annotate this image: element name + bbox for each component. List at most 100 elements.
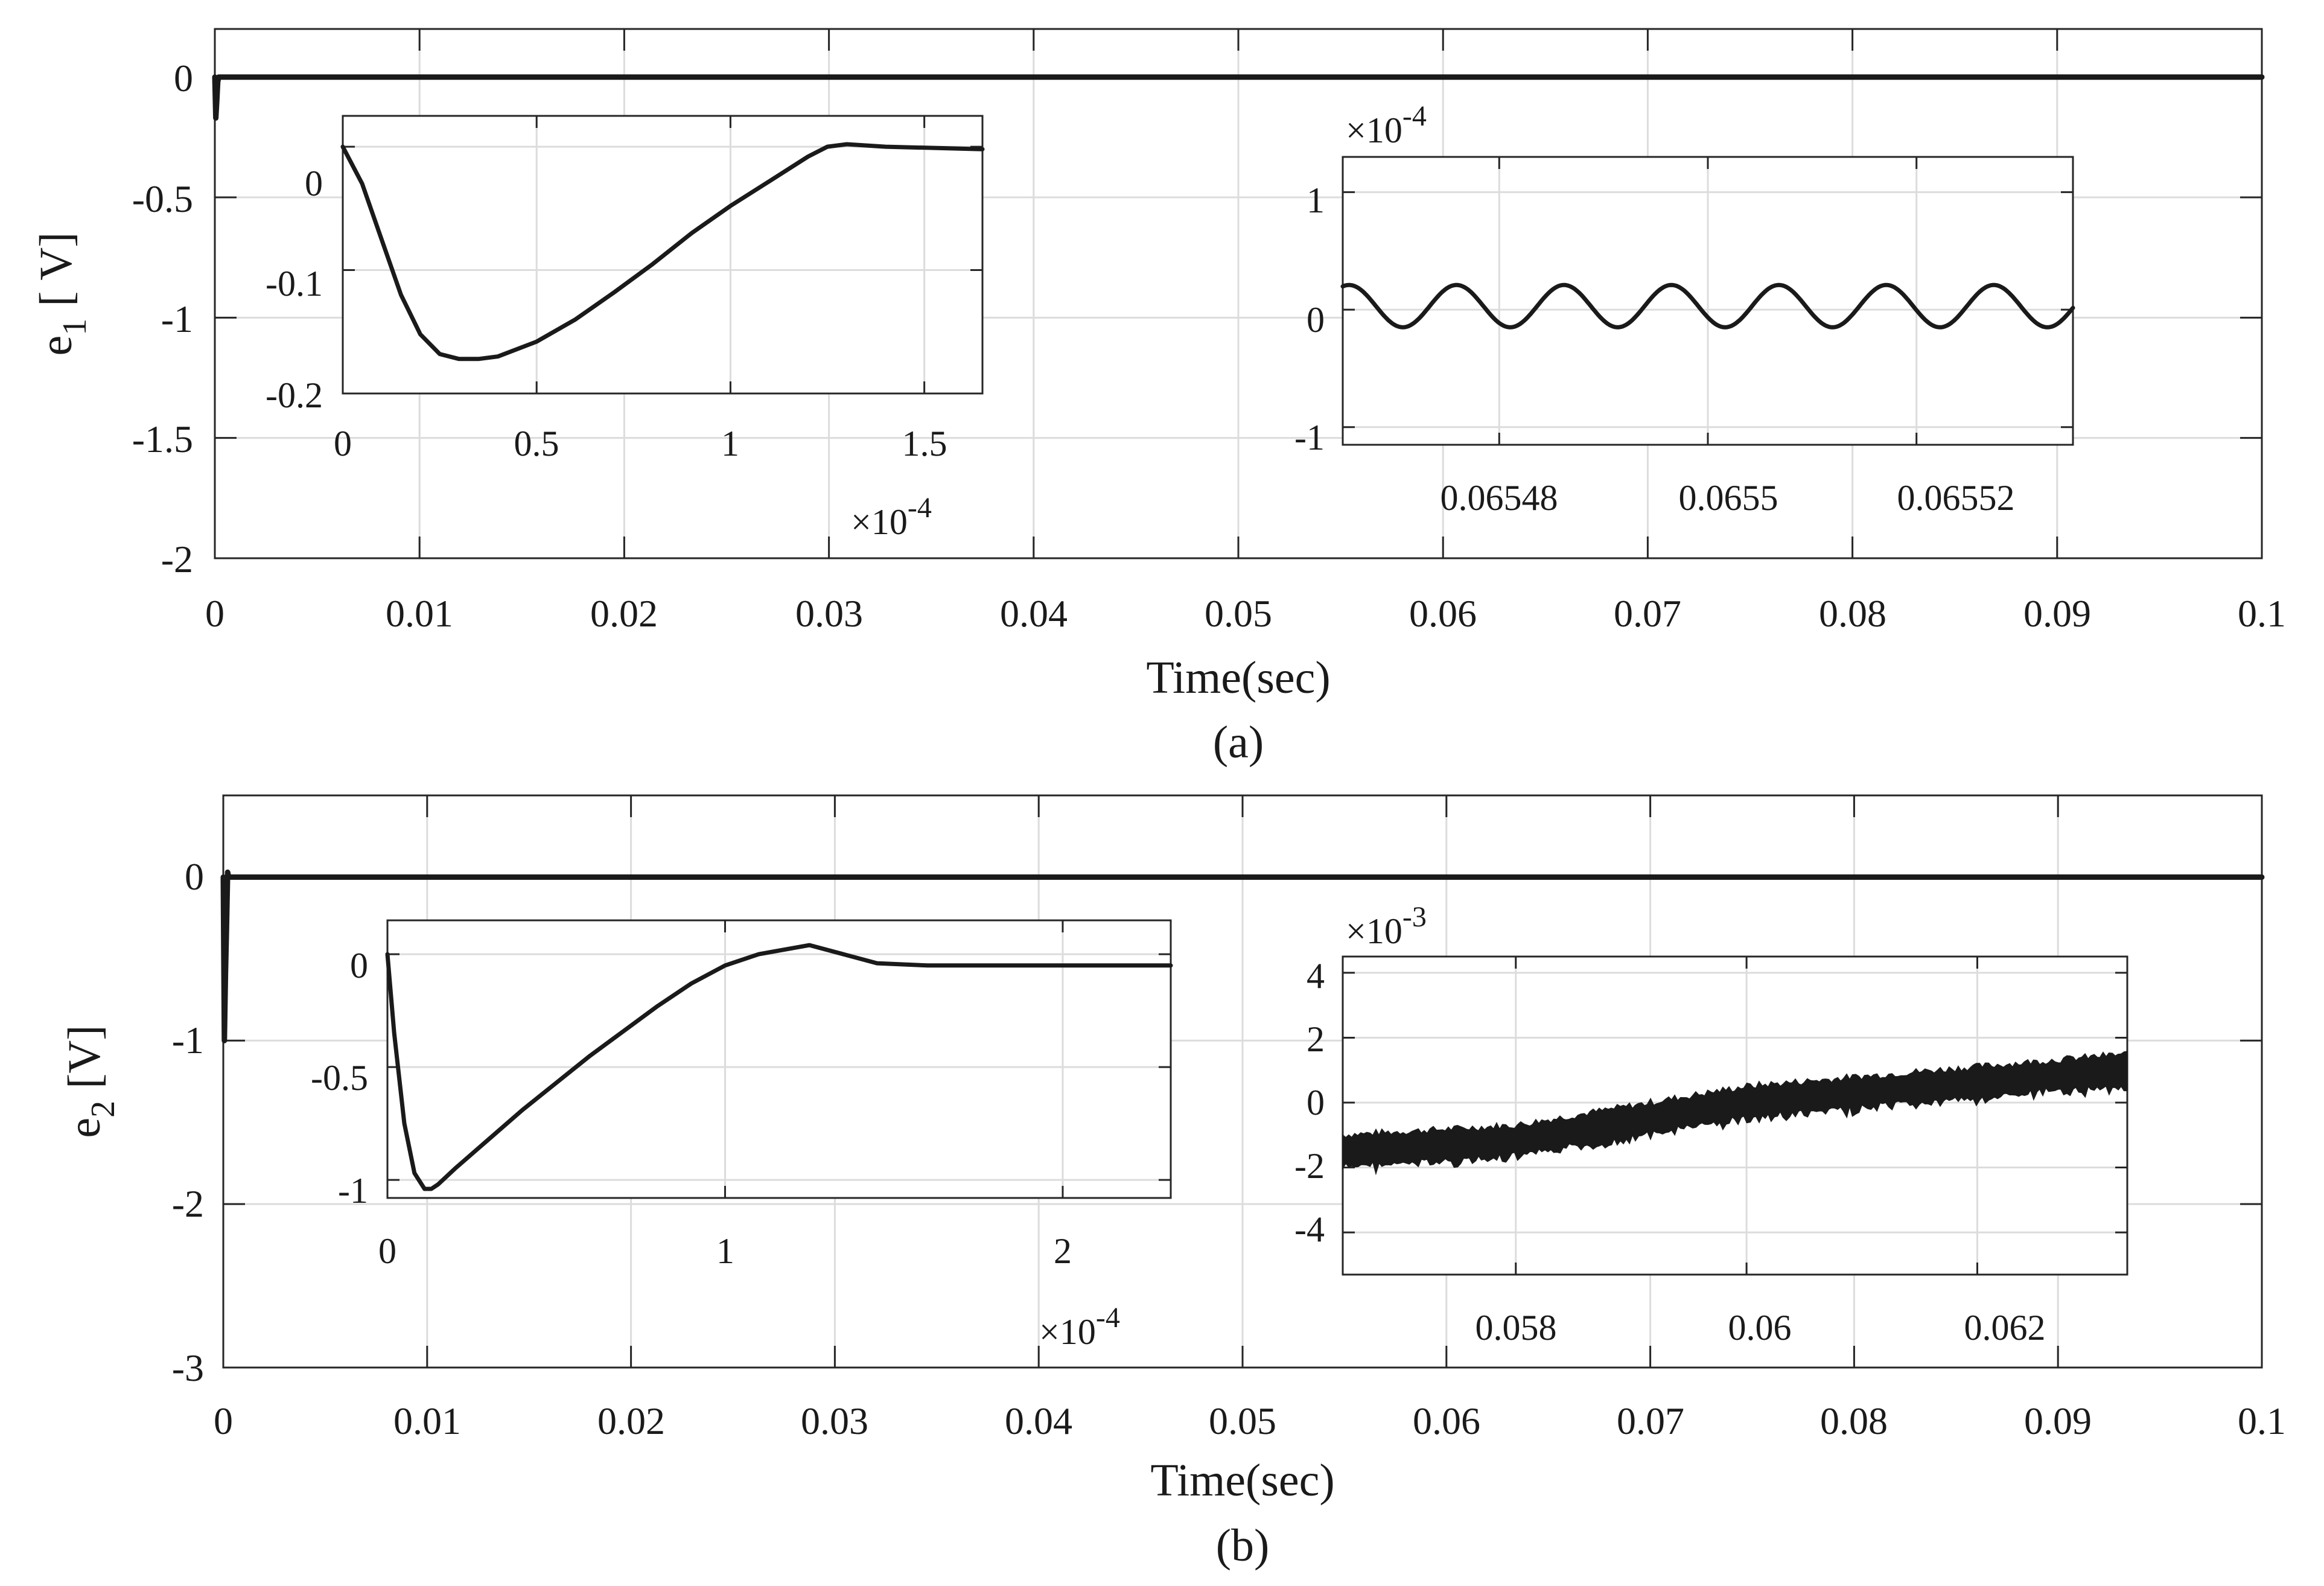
x-tick-label: 0 [334,424,352,463]
y-tick-label: -0.5 [132,177,193,220]
x-tick-label: 0.06548 [1441,478,1558,518]
x-tick-label: 0.07 [1614,592,1681,635]
x-tick-label: 2 [1054,1231,1072,1271]
x-tick-label: 0.02 [597,1400,665,1442]
multiplier-exponent: -3 [1402,901,1427,933]
x-tick-label: 0.08 [1819,592,1886,635]
y-multiplier: ×10-3 [1346,901,1427,951]
x-tick-label: 0.04 [1000,592,1068,635]
y-tick-label: -1 [172,1019,204,1062]
panel-caption: (b) [1216,1520,1270,1571]
y-axis-label: e1 [ V] [31,232,94,356]
y-axis-label: e2 [V] [59,1025,122,1138]
y-axis-label-unit: [ V] [31,232,81,307]
y-tick-label: 0 [1307,1083,1325,1123]
series-line-e1 [212,74,2265,121]
y-tick-label: -0.5 [311,1058,368,1098]
y-multiplier: ×10-4 [1346,100,1427,150]
y-axis-label-sub: 1 [56,319,94,336]
x-tick-label: 0.05 [1209,1400,1276,1442]
y-tick-label: -2 [161,538,193,581]
chart-panel-b: 0 0.01 0.02 0.03 0.04 0.05 0.06 0.07 0.0… [59,794,2286,1571]
y-tick-label: -1 [338,1171,368,1211]
x-tick-label: 0.04 [1005,1400,1072,1442]
series-line-e2-zoom [385,943,1173,1191]
y-tick-label: 1 [1307,180,1325,220]
x-tick-label: 0.1 [2238,592,2286,635]
inset-b-left: 0 1 2 0 -0.5 -1 ×10-4 [311,919,1173,1352]
tick-marks [222,795,2263,1369]
inset-a-left: 0 0.5 1 1.5 0 -0.1 -0.2 ×10-4 [266,115,985,542]
x-tick-label: 0.06 [1728,1308,1792,1348]
x-multiplier: ×10-4 [851,492,932,542]
x-tick-label: 0.08 [1820,1400,1888,1442]
x-axis-label: Time(sec) [1150,1455,1334,1506]
x-tick-label: 1 [716,1231,734,1271]
y-tick-label: -1.5 [132,418,193,460]
x-tick-label: 1 [721,424,739,463]
x-tick-label: 0.06 [1409,592,1477,635]
inset-a-right: 0.06548 0.0655 0.06552 1 0 -1 ×10-4 [1294,100,2075,518]
y-axis-label-base: e [59,1118,110,1138]
y-tick-label: 0 [1307,300,1325,340]
series-band-e2-steady [1342,1051,2128,1176]
multiplier-exponent: -4 [908,492,932,524]
plot-frame [342,115,984,395]
multiplier-base: ×10 [851,502,908,542]
x-tick-labels: 0 0.01 0.02 0.03 0.04 0.05 0.06 0.07 0.0… [214,1400,2286,1442]
x-tick-label: 0.05 [1205,592,1272,635]
y-tick-label: 4 [1307,956,1325,996]
y-tick-label: -1 [161,298,193,340]
chart-panel-a: 0 0.01 0.02 0.03 0.04 0.05 0.06 0.07 0.0… [31,28,2286,768]
x-tick-label: 0 [378,1231,396,1271]
x-tick-label: 0.09 [2024,1400,2092,1442]
series-line-e2 [220,869,2265,1043]
y-tick-label: 0 [305,164,323,203]
plot-frame [386,919,1172,1199]
grid-lines [1343,157,2073,445]
y-axis-label-base: e [31,336,81,356]
multiplier-base: ×10 [1346,110,1402,150]
y-tick-labels: 0 -1 -2 -3 [172,855,204,1389]
x-tick-label: 0.06552 [1897,478,2015,518]
x-tick-label: 0.5 [514,424,559,463]
noise-band [1342,1051,2128,1176]
y-axis-label-sub: 2 [84,1101,122,1118]
y-tick-label: -1 [1294,418,1325,457]
y-tick-label: -0.1 [266,264,323,304]
multiplier-exponent: -4 [1096,1302,1120,1334]
x-tick-label: 0.058 [1476,1308,1557,1348]
tick-marks [1343,157,2073,445]
multiplier-base: ×10 [1346,911,1402,951]
x-tick-label: 0.01 [386,592,453,635]
multiplier-exponent: -4 [1402,100,1427,132]
y-tick-label: -0.2 [266,375,323,415]
y-tick-label: -3 [172,1346,204,1389]
y-tick-label: 2 [1307,1019,1325,1059]
plot-frame [1342,955,2128,1276]
tick-marks [386,920,1171,1198]
series-line-e1-zoom [340,142,985,361]
series-line-e1-steady [1340,282,2075,330]
x-tick-label: 0 [205,592,224,635]
y-tick-label: -4 [1294,1209,1325,1249]
y-tick-label: 0 [185,855,204,898]
x-tick-label: 0.062 [1964,1308,2046,1348]
tick-marks [1343,957,2127,1275]
x-tick-label: 1.5 [902,424,947,463]
x-multiplier: ×10-4 [1039,1302,1120,1352]
x-tick-label: 0.09 [2023,592,2091,635]
x-tick-label: 0.0655 [1679,478,1778,518]
x-tick-label: 0.1 [2238,1400,2286,1442]
multiplier-base: ×10 [1039,1312,1096,1352]
y-tick-label: -2 [1294,1146,1325,1186]
x-tick-labels: 0 0.01 0.02 0.03 0.04 0.05 0.06 0.07 0.0… [205,592,2286,635]
x-tick-label: 0.06 [1413,1400,1480,1442]
x-tick-label: 0.07 [1617,1400,1684,1442]
y-tick-label: 0 [174,57,193,100]
x-tick-label: 0.01 [393,1400,461,1442]
x-tick-label: 0.03 [795,592,863,635]
panel-caption: (a) [1213,717,1264,768]
y-tick-label: -2 [172,1182,204,1225]
